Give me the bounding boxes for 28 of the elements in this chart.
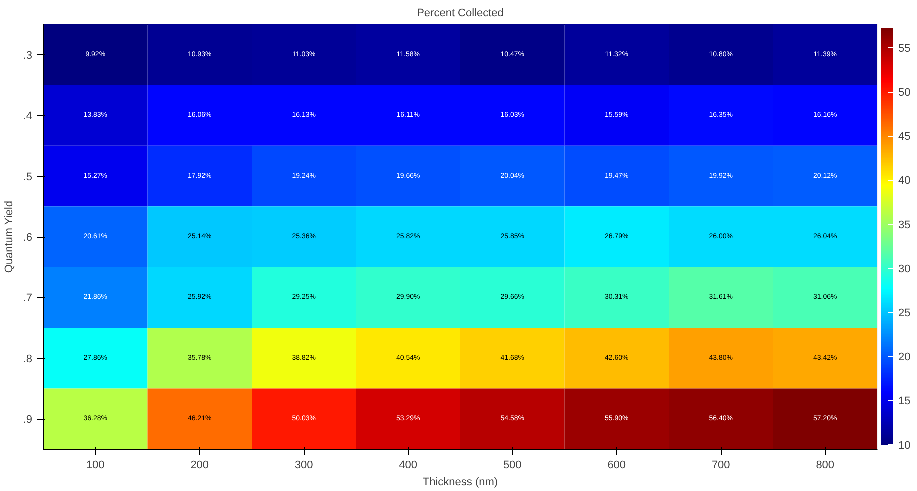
x-tick-label: 400 xyxy=(399,460,418,472)
y-tick-label: .9 xyxy=(23,414,33,426)
color-bar-label: 20 xyxy=(898,352,911,364)
y-tick-label: .5 xyxy=(23,171,33,184)
y-tick-label: .6 xyxy=(23,232,33,244)
x-tick-label: 600 xyxy=(608,460,626,472)
x-axis-title: Thickness (nm) xyxy=(422,476,498,488)
x-tick-label: 500 xyxy=(503,460,522,472)
y-axis-title: Quantum Yield xyxy=(3,201,16,274)
color-bar-label: 40 xyxy=(898,175,911,188)
x-tick-label: 300 xyxy=(294,460,314,472)
x-tick-label: 800 xyxy=(816,460,835,472)
color-bar-label: 15 xyxy=(898,396,911,408)
x-tick-label: 700 xyxy=(712,460,730,472)
color-bar-label: 10 xyxy=(898,440,911,452)
y-tick-label: .4 xyxy=(23,110,33,123)
y-tick-label: .8 xyxy=(23,353,33,366)
color-bar-label: 50 xyxy=(898,87,911,100)
color-bar-label: 35 xyxy=(898,219,911,232)
y-tick-label: .7 xyxy=(23,292,33,305)
color-bar-label: 25 xyxy=(898,307,911,320)
color-bar-label: 55 xyxy=(898,42,911,55)
x-tick-label: 200 xyxy=(190,460,210,472)
chart-title: Percent Collected xyxy=(417,8,504,20)
x-tick-label: 100 xyxy=(86,460,105,472)
y-tick-label: .3 xyxy=(23,50,33,62)
color-bar-label: 45 xyxy=(898,131,911,144)
color-bar-label: 30 xyxy=(898,263,911,276)
